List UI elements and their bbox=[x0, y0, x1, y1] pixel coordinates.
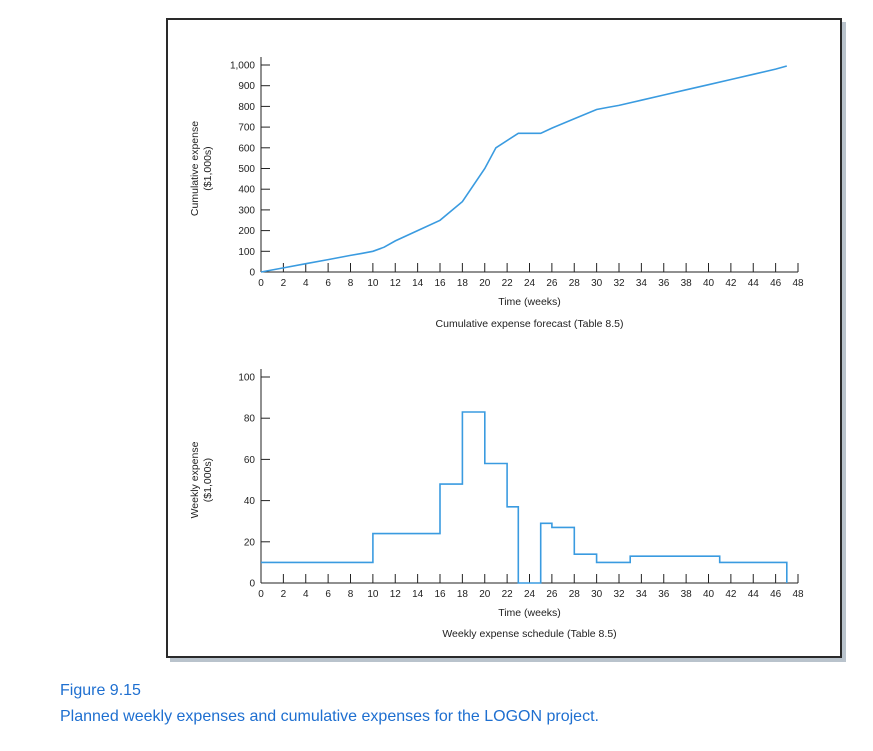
weekly-x-tick-label: 44 bbox=[748, 589, 760, 600]
cumulative-x-tick-label: 46 bbox=[770, 278, 782, 289]
weekly-x-tick-label: 8 bbox=[348, 589, 354, 600]
cumulative-y-axis-label: Cumulative expense bbox=[189, 121, 201, 216]
weekly-x-tick-label: 24 bbox=[524, 589, 536, 600]
cumulative-x-tick-label: 14 bbox=[412, 278, 424, 289]
weekly-x-tick-label: 36 bbox=[658, 589, 670, 600]
weekly-x-tick-label: 2 bbox=[281, 589, 287, 600]
cumulative-x-tick-label: 30 bbox=[591, 278, 603, 289]
cumulative-x-tick-label: 4 bbox=[303, 278, 309, 289]
weekly-series-line bbox=[261, 411, 788, 584]
charts-svg: 0 2 4 6 8 10 12 14 16 18 20 22 24 26 28 30 32 34 36 38 40 42 4… bbox=[189, 57, 804, 640]
cumulative-y-tick-label: 800 bbox=[238, 102, 255, 113]
weekly-x-tick-label: 48 bbox=[792, 589, 804, 600]
cumulative-y-tick-label: 600 bbox=[238, 143, 255, 154]
cumulative-x-tick-label: 36 bbox=[658, 278, 670, 289]
cumulative-x-tick-label: 2 bbox=[281, 278, 287, 289]
weekly-x-tick-label: 46 bbox=[770, 589, 782, 600]
cumulative-y-tick-label: 400 bbox=[238, 185, 255, 196]
cumulative-y-tick-label: 900 bbox=[238, 81, 255, 92]
weekly-y-tick-label: 100 bbox=[238, 373, 255, 384]
figure-description: Planned weekly expenses and cumulative e… bbox=[60, 708, 599, 725]
weekly-x-tick-label: 18 bbox=[457, 589, 469, 600]
cumulative-x-tick-label: 10 bbox=[367, 278, 379, 289]
weekly-x-tick-label: 10 bbox=[367, 589, 379, 600]
cumulative-x-axis-label: Time (weeks) bbox=[498, 296, 561, 308]
cumulative-y-tick-label: 700 bbox=[238, 123, 255, 134]
weekly-x-tick-label: 0 bbox=[258, 589, 264, 600]
cumulative-x-tick-label: 24 bbox=[524, 278, 536, 289]
weekly-y-tick-label: 20 bbox=[244, 537, 256, 548]
cumulative-chart-title: Cumulative expense forecast (Table 8.5) bbox=[436, 318, 624, 330]
weekly-x-tick-label: 26 bbox=[546, 589, 558, 600]
cumulative-x-tick-label: 38 bbox=[681, 278, 693, 289]
cumulative-x-tick-label: 26 bbox=[546, 278, 558, 289]
weekly-x-tick-label: 38 bbox=[681, 589, 693, 600]
figure-frame: 0 2 4 6 8 10 12 14 16 18 20 22 24 26 28 30 32 34 36 38 40 42 4… bbox=[166, 18, 842, 658]
weekly-y-tick-label: 0 bbox=[249, 579, 255, 590]
cumulative-x-tick-label: 32 bbox=[613, 278, 625, 289]
figure-label: Figure 9.15 bbox=[60, 682, 141, 699]
weekly-chart: 0 2 4 6 8 10 12 14 16 18 20 22 24 26 28 30 32 34 36 38 40 42 4… bbox=[189, 369, 804, 640]
cumulative-x-tick-label: 20 bbox=[479, 278, 491, 289]
weekly-x-tick-label: 4 bbox=[303, 589, 309, 600]
cumulative-chart: 0 2 4 6 8 10 12 14 16 18 20 22 24 26 28 30 32 34 36 38 40 42 4… bbox=[189, 57, 804, 330]
cumulative-y-axis-label: ($1,000s) bbox=[202, 146, 214, 190]
cumulative-x-tick-label: 16 bbox=[434, 278, 446, 289]
cumulative-x-tick-label: 18 bbox=[457, 278, 469, 289]
weekly-y-axis-label: ($1,000s) bbox=[202, 458, 214, 502]
cumulative-x-tick-label: 42 bbox=[725, 278, 737, 289]
weekly-chart-title: Weekly expense schedule (Table 8.5) bbox=[442, 628, 616, 640]
cumulative-y-tick-label: 300 bbox=[238, 205, 255, 216]
weekly-x-tick-label: 6 bbox=[325, 589, 331, 600]
weekly-y-tick-label: 80 bbox=[244, 414, 256, 425]
weekly-x-tick-label: 20 bbox=[479, 589, 491, 600]
weekly-x-tick-label: 14 bbox=[412, 589, 424, 600]
cumulative-y-tick-label: 0 bbox=[249, 268, 255, 279]
cumulative-y-tick-label: 200 bbox=[238, 226, 255, 237]
weekly-x-tick-label: 16 bbox=[434, 589, 446, 600]
weekly-x-tick-label: 12 bbox=[390, 589, 402, 600]
weekly-x-tick-label: 34 bbox=[636, 589, 648, 600]
cumulative-x-tick-label: 40 bbox=[703, 278, 715, 289]
weekly-x-tick-label: 40 bbox=[703, 589, 715, 600]
cumulative-x-tick-label: 22 bbox=[502, 278, 514, 289]
cumulative-x-tick-label: 12 bbox=[390, 278, 402, 289]
weekly-x-axis-label: Time (weeks) bbox=[498, 607, 561, 619]
cumulative-x-tick-label: 8 bbox=[348, 278, 354, 289]
cumulative-x-tick-label: 34 bbox=[636, 278, 648, 289]
cumulative-x-tick-label: 6 bbox=[325, 278, 331, 289]
cumulative-x-tick-label: 0 bbox=[258, 278, 264, 289]
weekly-x-tick-label: 42 bbox=[725, 589, 737, 600]
weekly-y-tick-label: 40 bbox=[244, 496, 256, 507]
weekly-x-tick-label: 28 bbox=[569, 589, 581, 600]
cumulative-y-tick-label: 500 bbox=[238, 164, 255, 175]
cumulative-x-tick-label: 44 bbox=[748, 278, 760, 289]
cumulative-x-tick-label: 48 bbox=[792, 278, 804, 289]
cumulative-y-tick-label: 100 bbox=[238, 247, 255, 258]
figure-caption: Figure 9.15 Planned weekly expenses and … bbox=[60, 682, 599, 726]
weekly-x-tick-label: 32 bbox=[613, 589, 625, 600]
cumulative-y-tick-label: 1,000 bbox=[230, 61, 255, 72]
cumulative-x-tick-label: 28 bbox=[569, 278, 581, 289]
weekly-x-tick-label: 30 bbox=[591, 589, 603, 600]
weekly-x-tick-label: 22 bbox=[502, 589, 514, 600]
cumulative-series-line bbox=[260, 65, 788, 273]
weekly-y-axis-label: Weekly expense bbox=[189, 441, 201, 518]
weekly-y-tick-label: 60 bbox=[244, 455, 256, 466]
